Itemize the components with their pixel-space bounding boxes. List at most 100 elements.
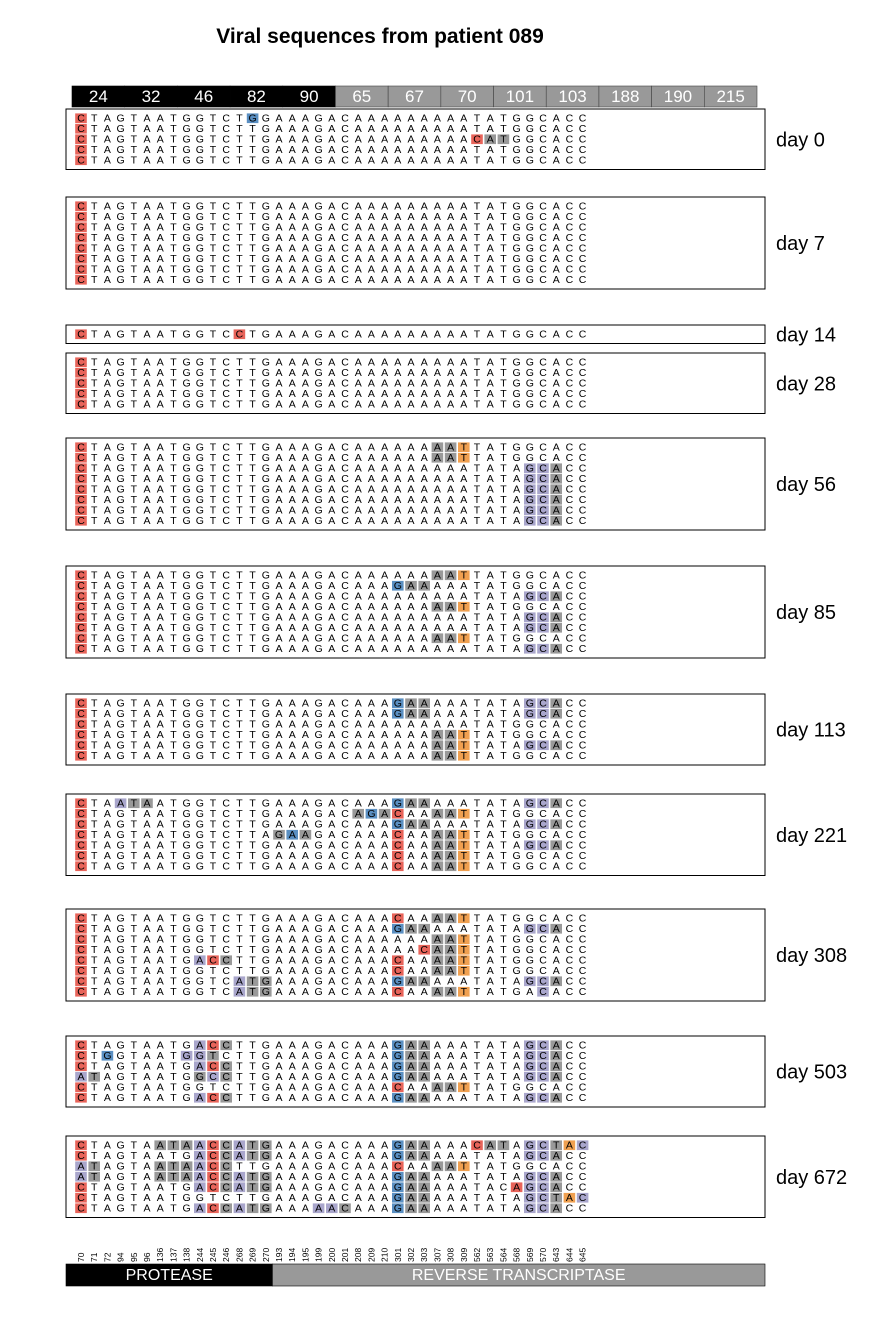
nucleotide: A — [289, 274, 296, 286]
nucleotide: G — [513, 274, 521, 286]
nucleotide: G — [262, 633, 270, 645]
nucleotide: T — [210, 612, 217, 624]
nucleotide: C — [539, 211, 547, 223]
nucleotide: T — [236, 570, 243, 582]
nucleotide: C — [579, 570, 587, 582]
nucleotide: A — [553, 473, 560, 485]
nucleotide: C — [566, 123, 574, 135]
mutation-highlight-red — [75, 357, 87, 368]
nucleotide: A — [104, 442, 111, 454]
nucleotide: G — [262, 452, 270, 464]
nucleotide: A — [460, 819, 467, 831]
nucleotide: A — [302, 729, 309, 741]
mutation-highlight-orange — [458, 850, 470, 861]
nucleotide: A — [157, 913, 164, 925]
nucleotide: A — [394, 633, 401, 645]
nucleotide: T — [474, 1092, 481, 1104]
nucleotide: A — [381, 155, 388, 167]
nucleotide: T — [500, 388, 507, 400]
mutation-highlight-purple — [524, 1071, 536, 1082]
nucleotide: T — [249, 484, 256, 496]
nucleotide: A — [368, 113, 375, 125]
mutation-highlight-gray — [431, 808, 444, 819]
nucleotide: G — [183, 861, 191, 873]
nucleotide: T — [170, 798, 177, 810]
nucleotide: T — [170, 515, 177, 527]
nucleotide: A — [447, 1050, 454, 1062]
nucleotide: A — [368, 232, 375, 244]
nucleotide: A — [487, 264, 494, 276]
nucleotide: A — [355, 601, 362, 613]
nucleotide: A — [487, 591, 494, 603]
nucleotide: G — [183, 976, 191, 988]
nucleotide: T — [170, 367, 177, 379]
nucleotide: A — [196, 1171, 203, 1183]
mutation-highlight-gray — [220, 1061, 232, 1072]
nucleotide: A — [275, 201, 282, 213]
nucleotide: T — [170, 1182, 177, 1194]
nucleotide: G — [513, 829, 521, 841]
nucleotide: A — [289, 357, 296, 369]
nucleotide: A — [487, 1061, 494, 1073]
nucleotide: A — [553, 850, 560, 862]
nucleotide: A — [487, 329, 494, 341]
nucleotide: A — [381, 965, 388, 977]
nucleotide: G — [315, 155, 323, 167]
nucleotide: A — [434, 222, 441, 234]
nucleotide: A — [553, 729, 560, 741]
nucleotide: A — [421, 808, 428, 820]
nucleotide: T — [131, 1192, 138, 1204]
nucleotide: A — [447, 612, 454, 624]
codon-header-label: 215 — [716, 87, 744, 106]
nucleotide: A — [421, 442, 428, 454]
nucleotide: G — [183, 123, 191, 135]
nucleotide: T — [210, 201, 217, 213]
nucleotide: T — [170, 729, 177, 741]
nucleotide: A — [289, 965, 296, 977]
nucleotide: A — [553, 505, 560, 517]
nucleotide: A — [157, 808, 164, 820]
nucleotide: G — [526, 1150, 534, 1162]
nucleotide: A — [355, 570, 362, 582]
nucleotide: G — [315, 633, 323, 645]
mutation-highlight-red — [75, 1182, 87, 1193]
nucleotide: C — [579, 155, 587, 167]
mutation-highlight-gray — [550, 1140, 562, 1151]
nucleotide: G — [262, 1182, 270, 1194]
nucleotide: A — [104, 253, 111, 265]
nucleotide: G — [394, 1171, 402, 1183]
nucleotide: T — [474, 643, 481, 655]
nucleotide: A — [289, 329, 296, 341]
mutation-highlight-gray — [246, 1140, 259, 1151]
nucleotide: G — [526, 1061, 534, 1073]
nucleotide: A — [328, 1082, 335, 1094]
mutation-highlight-gray — [431, 633, 444, 644]
nucleotide: G — [117, 1092, 125, 1104]
nucleotide: G — [183, 580, 191, 592]
nucleotide: A — [434, 570, 441, 582]
nucleotide: C — [579, 1061, 587, 1073]
nucleotide: C — [77, 591, 85, 603]
nucleotide: A — [447, 329, 454, 341]
nucleotide: A — [275, 1050, 282, 1062]
nucleotide: G — [117, 134, 125, 146]
nucleotide: G — [526, 698, 534, 710]
nucleotide: T — [474, 1040, 481, 1052]
nucleotide: C — [579, 123, 587, 135]
nucleotide: A — [143, 1171, 150, 1183]
nucleotide: C — [394, 1082, 402, 1094]
nucleotide: T — [131, 253, 138, 265]
nucleotide: C — [77, 1182, 85, 1194]
nucleotide: C — [341, 819, 349, 831]
mutation-highlight-purple — [194, 1203, 206, 1214]
nucleotide: A — [434, 1092, 441, 1104]
mutation-highlight-gray — [550, 1092, 562, 1103]
nucleotide: A — [275, 976, 282, 988]
nucleotide: C — [77, 808, 85, 820]
nucleotide: A — [302, 201, 309, 213]
nucleotide: T — [170, 253, 177, 265]
